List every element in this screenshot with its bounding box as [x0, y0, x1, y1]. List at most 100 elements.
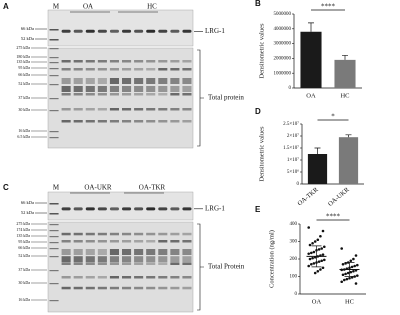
band	[109, 86, 119, 92]
error-bar	[311, 245, 322, 268]
y-tick-label: 100	[290, 275, 298, 280]
band	[146, 249, 156, 255]
band	[97, 108, 107, 111]
band	[85, 120, 95, 123]
ladder-label: 174 kDa	[16, 227, 30, 232]
band	[170, 86, 180, 92]
band	[109, 29, 119, 33]
ladder-label: 66 kDa	[18, 72, 30, 77]
y-tick-label: 0	[295, 292, 298, 297]
y-tick-label: 2.5×10⁷	[283, 121, 299, 127]
band	[109, 256, 119, 263]
point	[354, 282, 358, 285]
bar	[338, 137, 359, 184]
ladder-band	[49, 283, 59, 285]
band	[61, 78, 71, 84]
band	[182, 60, 192, 63]
band	[134, 276, 144, 279]
band	[134, 286, 144, 290]
ladder-band	[49, 29, 59, 31]
point	[341, 273, 345, 277]
band	[122, 256, 132, 263]
point	[344, 272, 347, 276]
ladder-label: 52 kDa	[18, 81, 30, 86]
band-label: LRG-1	[205, 27, 225, 35]
band	[158, 249, 168, 255]
band	[146, 232, 156, 236]
point	[340, 280, 344, 284]
point	[313, 240, 317, 243]
y-tick-label: 300	[290, 240, 298, 245]
band	[146, 78, 156, 84]
point	[350, 265, 354, 269]
band	[182, 262, 192, 265]
band	[122, 68, 132, 71]
point	[340, 247, 344, 250]
band	[134, 60, 144, 63]
band	[85, 286, 95, 290]
significance-label: ****	[326, 213, 341, 221]
point	[319, 268, 322, 271]
error-bar	[342, 55, 348, 60]
band	[109, 108, 119, 111]
band	[146, 276, 156, 279]
point	[307, 252, 311, 256]
band	[85, 68, 95, 71]
band	[85, 93, 95, 96]
band	[97, 120, 107, 123]
band	[97, 286, 107, 290]
panel-letter: D	[255, 107, 261, 116]
point	[356, 263, 359, 267]
ladder-band	[49, 39, 59, 41]
point	[348, 276, 351, 280]
ladder-band	[49, 84, 59, 86]
x-tick-label: OA-TKR	[296, 186, 320, 208]
ladder-label: 66 kDa	[21, 200, 34, 205]
band	[170, 240, 180, 243]
band	[61, 276, 71, 279]
bar	[307, 154, 328, 184]
band	[170, 262, 180, 265]
band	[97, 78, 107, 84]
band	[61, 249, 71, 255]
lane-header: M	[53, 3, 60, 11]
ladder-band	[49, 98, 59, 100]
ladder-band	[49, 270, 59, 272]
band	[182, 232, 192, 236]
point	[311, 241, 314, 245]
band	[170, 232, 180, 236]
ladder-label: 6.5 kDa	[17, 134, 30, 139]
blot-lower	[47, 47, 194, 149]
band	[170, 286, 180, 290]
x-tick-label: OA	[312, 298, 322, 305]
bracket	[197, 223, 204, 311]
band	[85, 240, 95, 243]
y-axis-label: Concentration (ng/ml)	[268, 230, 275, 288]
point	[346, 271, 350, 275]
y-tick-label: 2×10⁷	[287, 133, 299, 139]
x-tick-label: OA-UKR	[327, 186, 351, 208]
band	[73, 120, 83, 123]
band	[109, 286, 119, 290]
ladder-band	[49, 242, 59, 244]
band	[73, 86, 83, 92]
band	[109, 232, 119, 236]
band	[122, 262, 132, 265]
band	[170, 207, 180, 211]
band	[122, 286, 132, 290]
point	[311, 256, 314, 260]
blot-lower	[47, 221, 194, 313]
band	[109, 78, 119, 84]
band	[85, 78, 95, 84]
band	[182, 29, 192, 33]
band	[109, 262, 119, 265]
band	[122, 232, 132, 236]
band	[73, 68, 83, 71]
band	[122, 276, 132, 279]
band	[73, 232, 83, 236]
band	[158, 232, 168, 236]
band	[73, 249, 83, 255]
band-label: LRG-1	[205, 204, 225, 212]
band	[73, 29, 83, 33]
band	[182, 78, 192, 84]
